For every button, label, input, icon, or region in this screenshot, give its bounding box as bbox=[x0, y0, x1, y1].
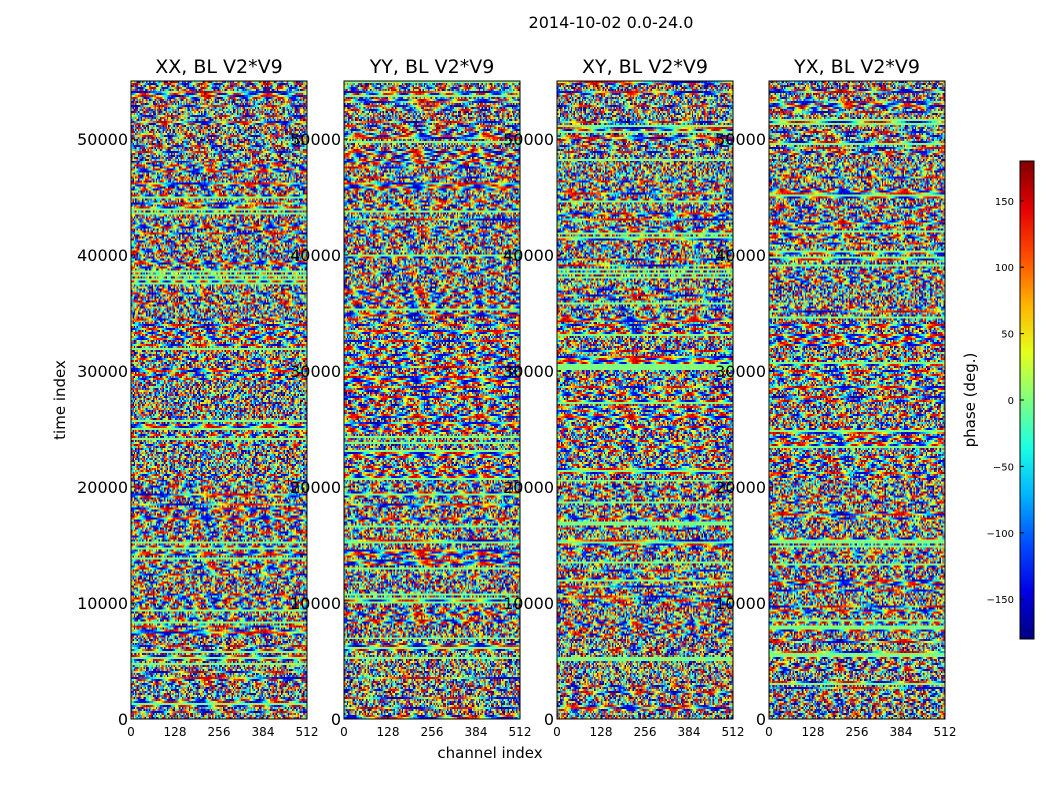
x-tick-label: 128 bbox=[802, 725, 825, 739]
y-tick-label: 50000 bbox=[77, 130, 128, 149]
y-tick-label: 50000 bbox=[503, 130, 554, 149]
y-tick-label: 40000 bbox=[503, 246, 554, 265]
x-tick-label: 0 bbox=[553, 725, 561, 739]
y-tick-label: 10000 bbox=[290, 594, 341, 613]
y-tick-label: 40000 bbox=[77, 246, 128, 265]
y-tick-label: 10000 bbox=[715, 594, 766, 613]
x-tick-label: 384 bbox=[678, 725, 701, 739]
x-tick-label: 512 bbox=[934, 725, 957, 739]
x-tick-label: 256 bbox=[634, 725, 657, 739]
x-tick-label: 512 bbox=[509, 725, 532, 739]
colorbar-tick-label: 50 bbox=[1001, 330, 1014, 341]
y-tick-label: 50000 bbox=[715, 130, 766, 149]
panel-title: XX, BL V2*V9 bbox=[155, 56, 282, 78]
x-tick-label: 256 bbox=[208, 725, 231, 739]
y-tick-label: 50000 bbox=[290, 130, 341, 149]
heatmap-canvas bbox=[557, 81, 733, 719]
x-axis-label: channel index bbox=[437, 744, 542, 762]
panel-title: XY, BL V2*V9 bbox=[582, 56, 708, 78]
y-tick-label: 30000 bbox=[715, 362, 766, 381]
heatmap-image bbox=[769, 81, 945, 719]
x-tick-label: 0 bbox=[765, 725, 773, 739]
colorbar-tick-label: −100 bbox=[987, 529, 1014, 540]
x-tick-label: 256 bbox=[421, 725, 444, 739]
heatmap-panel: YX, BL V2*V9 0 128 256 384 512 0 10000 20000 3000… bbox=[715, 56, 956, 739]
heatmap-panel: XX, BL V2*V9 0 128 256 384 512 0 10000 20000 3000… bbox=[77, 56, 318, 739]
y-tick-label: 0 bbox=[331, 710, 341, 729]
panel-title: YY, BL V2*V9 bbox=[369, 56, 495, 78]
y-tick-label: 10000 bbox=[77, 594, 128, 613]
x-tick-label: 384 bbox=[890, 725, 913, 739]
y-tick-label: 30000 bbox=[503, 362, 554, 381]
y-tick-label: 0 bbox=[118, 710, 128, 729]
x-tick-label: 384 bbox=[465, 725, 488, 739]
x-tick-label: 0 bbox=[340, 725, 348, 739]
heatmap-canvas bbox=[344, 81, 520, 719]
heatmap-panel: XY, BL V2*V9 0 128 256 384 512 0 10000 20000 3000… bbox=[503, 56, 744, 739]
y-tick-label: 30000 bbox=[290, 362, 341, 381]
heatmap-image bbox=[557, 81, 733, 719]
y-tick-label: 10000 bbox=[503, 594, 554, 613]
y-tick-label: 20000 bbox=[77, 478, 128, 497]
heatmap-canvas bbox=[769, 81, 945, 719]
x-tick-label: 512 bbox=[296, 725, 319, 739]
colorbar-tick-label: −50 bbox=[993, 462, 1014, 473]
colorbar-label: phase (deg.) bbox=[961, 353, 979, 448]
heatmap-image bbox=[131, 81, 307, 719]
colorbar-gradient bbox=[1020, 161, 1034, 639]
heatmap-image bbox=[344, 81, 520, 719]
y-tick-label: 0 bbox=[756, 710, 766, 729]
y-tick-label: 20000 bbox=[290, 478, 341, 497]
x-tick-label: 128 bbox=[377, 725, 400, 739]
y-tick-label: 0 bbox=[544, 710, 554, 729]
y-tick-label: 30000 bbox=[77, 362, 128, 381]
y-tick-label: 20000 bbox=[503, 478, 554, 497]
heatmap-canvas bbox=[131, 81, 307, 719]
colorbar-tick-label: −150 bbox=[987, 595, 1014, 606]
x-tick-label: 512 bbox=[722, 725, 745, 739]
colorbar-tick-label: 100 bbox=[995, 263, 1014, 274]
panel-title: YX, BL V2*V9 bbox=[793, 56, 920, 78]
heatmap-panels: XX, BL V2*V9 0 128 256 384 512 0 10000 20000 3000… bbox=[77, 56, 956, 739]
x-tick-label: 0 bbox=[127, 725, 135, 739]
x-tick-label: 256 bbox=[846, 725, 869, 739]
y-tick-label: 40000 bbox=[715, 246, 766, 265]
y-tick-label: 20000 bbox=[715, 478, 766, 497]
colorbar-tick-label: 0 bbox=[1008, 396, 1014, 407]
x-tick-label: 384 bbox=[252, 725, 275, 739]
y-axis-label: time index bbox=[51, 360, 69, 440]
figure-suptitle: 2014-10-02 0.0-24.0 bbox=[529, 13, 694, 32]
colorbar-tick-label: 150 bbox=[995, 197, 1014, 208]
x-tick-label: 128 bbox=[590, 725, 613, 739]
heatmap-panel: YY, BL V2*V9 0 128 256 384 512 0 10000 20000 3000… bbox=[290, 56, 531, 739]
y-tick-label: 40000 bbox=[290, 246, 341, 265]
x-tick-label: 128 bbox=[164, 725, 187, 739]
colorbar: −150 −100 −50 0 50 100 150 phase (deg.) bbox=[961, 160, 1035, 640]
